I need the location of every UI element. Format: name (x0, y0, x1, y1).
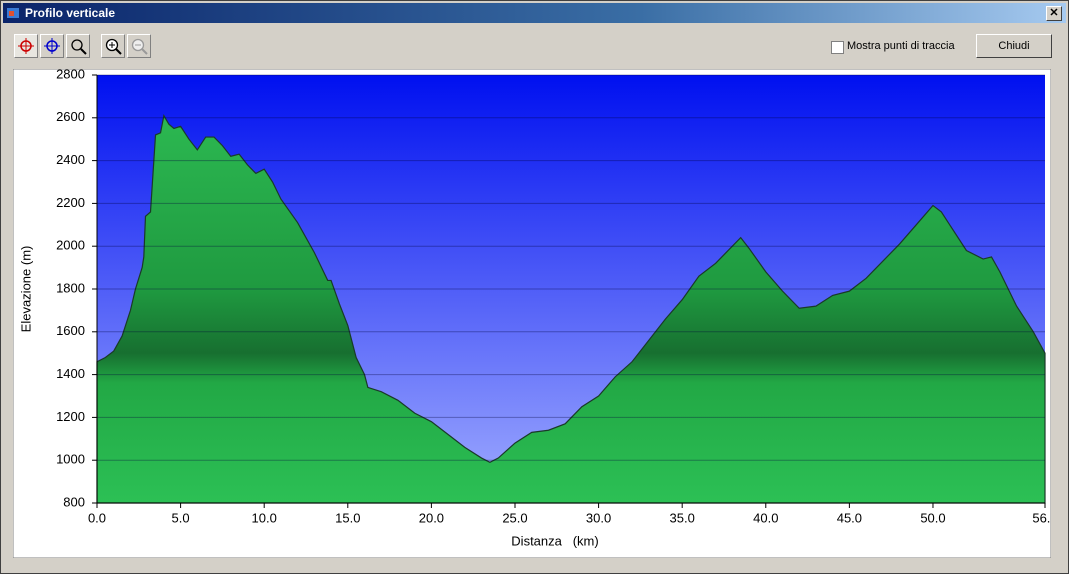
x-tick-label: 10.0 (252, 510, 277, 525)
x-tick-label: 5.0 (172, 510, 190, 525)
x-tick-label: 56.7 (1032, 510, 1051, 525)
tool-zoom-in[interactable] (101, 34, 125, 58)
tool-select-blue[interactable] (40, 34, 64, 58)
close-button-text[interactable]: Chiudi (976, 34, 1052, 58)
x-tick-label: 40.0 (753, 510, 778, 525)
elevation-area (96, 113, 1046, 504)
x-tick-label: 25.0 (502, 510, 527, 525)
close-button[interactable]: ✕ (1046, 6, 1062, 21)
y-tick-label: 1000 (56, 452, 85, 467)
y-tick-label: 1200 (56, 409, 85, 424)
window-title: Profilo verticale (25, 6, 116, 20)
y-tick-label: 800 (63, 494, 85, 509)
checkbox[interactable] (831, 41, 844, 54)
x-tick-label: 35.0 (670, 510, 695, 525)
y-tick-label: 2600 (56, 109, 85, 124)
y-axis-title: Elevazione (m) (18, 246, 33, 333)
y-tick-label: 2000 (56, 238, 85, 253)
y-tick-label: 1800 (56, 280, 85, 295)
tool-select-red[interactable] (14, 34, 38, 58)
y-tick-label: 2800 (56, 69, 85, 81)
chart: Elevazione (m) Distanza (km) 800 1000 1200… (13, 69, 1051, 558)
checkbox-label[interactable]: Mostra punti di traccia (847, 40, 955, 52)
y-tick-label: 1600 (56, 323, 85, 338)
x-tick-label: 30.0 (586, 510, 611, 525)
x-tick-label: 50.0 (920, 510, 945, 525)
x-axis-title: Distanza (km) (511, 533, 598, 548)
tool-zoom-out[interactable] (127, 34, 151, 58)
x-tick-label: 0.0 (88, 510, 106, 525)
x-tick-label: 15.0 (335, 510, 360, 525)
x-tick-label: 20.0 (419, 510, 444, 525)
y-tick-label: 1400 (56, 366, 85, 381)
y-tick-label: 2200 (56, 195, 85, 210)
tool-zoom-area[interactable] (66, 34, 90, 58)
x-tick-label: 45.0 (837, 510, 862, 525)
app-icon (7, 8, 19, 18)
title-bar: Profilo verticale ✕ (3, 3, 1066, 23)
y-tick-label: 2400 (56, 152, 85, 167)
